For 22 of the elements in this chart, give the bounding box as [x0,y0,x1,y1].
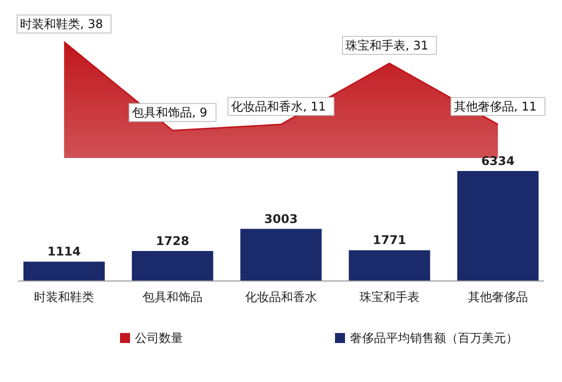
data-label: 时装和鞋类, 38 [20,17,103,31]
legend-label: 公司数量 [135,331,183,345]
bar [348,250,430,281]
data-label: 珠宝和手表, 31 [345,38,428,52]
bar [132,250,214,281]
data-label: 1728 [156,234,190,248]
data-label: 包具和饰品, 9 [132,106,208,120]
bar [457,171,539,281]
legend-label: 奢侈品平均销售额（百万美元） [350,331,518,345]
data-label: 1771 [372,233,406,248]
bar [23,262,105,281]
bar [240,228,322,281]
x-tick-label: 其他奢侈品 [468,290,528,304]
data-label: 3003 [264,212,298,226]
data-label: 6334 [481,154,515,168]
x-tick-label: 包具和饰品 [142,290,203,304]
data-label: 其他奢侈品, 11 [454,99,537,114]
x-tick-label: 化妆品和香水 [245,290,317,304]
x-tick-label: 时装和鞋类 [34,290,94,304]
data-label: 化妆品和香水, 11 [231,99,326,114]
x-tick-label: 珠宝和手表 [359,290,420,304]
data-label: 1114 [47,244,81,259]
